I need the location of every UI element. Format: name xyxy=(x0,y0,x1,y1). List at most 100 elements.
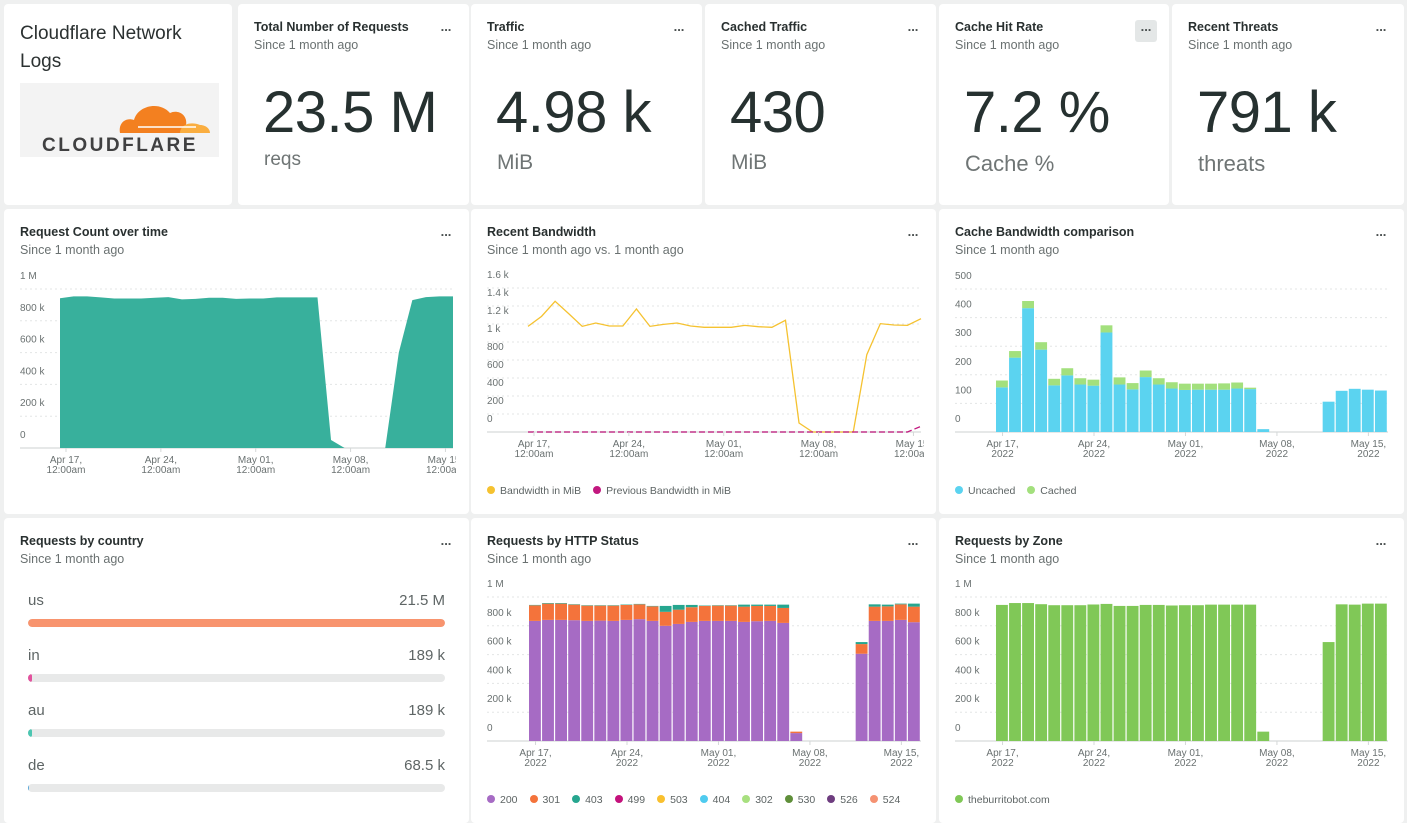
bar-301 xyxy=(712,606,724,621)
y-tick-label: 0 xyxy=(487,414,493,425)
card-subtitle: Since 1 month ago xyxy=(721,38,825,52)
card-subtitle: Since 1 month ago xyxy=(20,243,124,257)
legend-item[interactable]: Cached xyxy=(1027,485,1076,497)
legend-item[interactable]: Bandwidth in MiB xyxy=(487,485,581,497)
country-row-us[interactable]: us 21.5 M xyxy=(28,592,445,642)
legend-item[interactable]: Previous Bandwidth in MiB xyxy=(593,485,731,497)
stat-value: 23.5 M xyxy=(263,84,437,142)
more-options-button[interactable]: ... xyxy=(902,20,924,42)
y-tick-label: 0 xyxy=(955,723,961,734)
bar-403 xyxy=(869,604,881,606)
country-value: 21.5 M xyxy=(399,592,445,609)
card-subtitle: Since 1 month ago xyxy=(955,243,1059,257)
country-bar-track xyxy=(28,784,445,792)
bar-403 xyxy=(673,605,685,610)
legend-item[interactable]: 302 xyxy=(742,794,773,806)
cloudflare-logo: CLOUDFLARE xyxy=(20,83,219,157)
legend-item[interactable]: 503 xyxy=(657,794,688,806)
bar-403 xyxy=(908,604,920,607)
bar-theburritobot-com xyxy=(1166,605,1178,741)
x-tick-label: 12:00am xyxy=(704,449,743,460)
bar-theburritobot-com xyxy=(1375,604,1387,741)
legend-dot-icon xyxy=(870,795,878,803)
bar-200 xyxy=(581,621,593,741)
country-bar-track xyxy=(28,729,445,737)
legend-label: 403 xyxy=(585,794,603,806)
legend-item[interactable]: theburritobot.com xyxy=(955,794,1050,806)
bar-301 xyxy=(908,607,920,623)
more-options-button[interactable]: ... xyxy=(902,225,924,247)
legend-label: 530 xyxy=(798,794,816,806)
bar-cached xyxy=(1205,384,1217,390)
x-tick-label: 2022 xyxy=(799,758,822,769)
y-tick-label: 400 xyxy=(955,300,972,311)
bar-uncached xyxy=(1061,375,1073,432)
more-options-button[interactable]: ... xyxy=(1370,534,1392,556)
more-options-button[interactable]: ... xyxy=(435,534,457,556)
bar-301 xyxy=(660,612,672,626)
bar-uncached xyxy=(1140,377,1152,432)
legend-item[interactable]: 404 xyxy=(700,794,731,806)
legend-item[interactable]: 301 xyxy=(530,794,561,806)
y-tick-label: 200 k xyxy=(20,398,45,409)
bar-theburritobot-com xyxy=(1140,605,1152,741)
legend-label: 526 xyxy=(840,794,858,806)
bar-uncached xyxy=(1192,390,1204,432)
x-tick-label: 2022 xyxy=(1083,449,1106,460)
country-bar-track xyxy=(28,674,445,682)
x-tick-label: 2022 xyxy=(707,758,730,769)
y-tick-label: 1.6 k xyxy=(487,270,510,281)
y-tick-label: 600 k xyxy=(487,637,512,648)
y-tick-label: 800 xyxy=(487,342,504,353)
legend-item[interactable]: 403 xyxy=(572,794,603,806)
bar-200 xyxy=(673,624,685,741)
bar-theburritobot-com xyxy=(1323,642,1335,741)
more-options-button[interactable]: ... xyxy=(902,534,924,556)
more-options-button[interactable]: ... xyxy=(435,225,457,247)
bar-theburritobot-com xyxy=(996,605,1008,741)
legend-item[interactable]: 530 xyxy=(785,794,816,806)
bar-200 xyxy=(751,621,763,741)
bar-200 xyxy=(895,620,907,741)
country-row-de[interactable]: de 68.5 k xyxy=(28,757,445,807)
more-options-button[interactable]: ... xyxy=(435,20,457,42)
more-options-button[interactable]: ... xyxy=(1370,20,1392,42)
country-row-in[interactable]: in 189 k xyxy=(28,647,445,697)
more-options-button[interactable]: ... xyxy=(1370,225,1392,247)
legend-item[interactable]: 524 xyxy=(870,794,901,806)
y-tick-label: 0 xyxy=(955,414,961,425)
legend-dot-icon xyxy=(955,486,963,494)
y-tick-label: 1 k xyxy=(487,324,501,335)
card-title: Requests by country xyxy=(20,534,144,548)
card-title: Cached Traffic xyxy=(721,20,807,34)
bar-403 xyxy=(882,605,894,607)
bar-theburritobot-com xyxy=(1035,604,1047,741)
bar-cached xyxy=(1153,378,1165,384)
bar-uncached xyxy=(1244,389,1256,432)
bar-cached xyxy=(1140,371,1152,378)
bar-cached xyxy=(1179,384,1191,390)
y-tick-label: 300 xyxy=(955,328,972,339)
bar-cached xyxy=(1218,383,1230,389)
bar-301 xyxy=(895,604,907,620)
bar-uncached xyxy=(1114,385,1126,432)
chart-legend: Bandwidth in MiB Previous Bandwidth in Mi… xyxy=(487,485,731,497)
chart-legend: 200 301 403 499 503 404 302 530 526 524 xyxy=(487,794,900,806)
legend-item[interactable]: 526 xyxy=(827,794,858,806)
bar-cached xyxy=(1009,351,1021,358)
bar-cached xyxy=(1114,377,1126,384)
more-options-button[interactable]: ... xyxy=(668,20,690,42)
bar-theburritobot-com xyxy=(1022,603,1034,741)
country-row-au[interactable]: au 189 k xyxy=(28,702,445,752)
legend-item[interactable]: 499 xyxy=(615,794,646,806)
legend-item[interactable]: Uncached xyxy=(955,485,1015,497)
x-tick-label: 12:00am xyxy=(236,465,275,476)
bar-cached xyxy=(1074,378,1086,384)
bar-uncached xyxy=(1257,429,1269,432)
more-options-button[interactable]: ... xyxy=(1135,20,1157,42)
y-tick-label: 1 M xyxy=(487,579,504,590)
legend-item[interactable]: 200 xyxy=(487,794,518,806)
legend-dot-icon xyxy=(487,795,495,803)
bar-200 xyxy=(738,622,750,741)
